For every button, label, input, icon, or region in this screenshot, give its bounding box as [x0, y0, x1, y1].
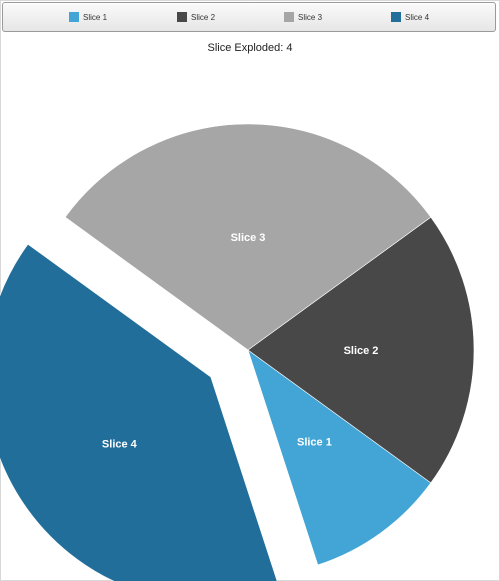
legend-swatch: [391, 12, 401, 22]
legend-swatch: [69, 12, 79, 22]
pie-slice-4[interactable]: [0, 243, 281, 581]
slice-label-2: Slice 2: [344, 345, 379, 357]
chart-subtitle: Slice Exploded: 4: [207, 42, 293, 54]
slice-label-1: Slice 1: [297, 436, 332, 448]
legend-item-slice-3[interactable]: Slice 3: [284, 12, 322, 22]
legend-label: Slice 3: [298, 12, 323, 22]
pie-slice-3[interactable]: [64, 123, 432, 351]
pie-slice-1[interactable]: [247, 349, 432, 566]
legend-item-slice-4[interactable]: Slice 4: [391, 12, 429, 22]
legend-swatch: [177, 12, 187, 22]
pie-slice-2[interactable]: [247, 216, 475, 484]
legend: Slice 1 Slice 2 Slice 3 Slice 4: [2, 2, 496, 32]
legend-label: Slice 2: [191, 12, 216, 22]
legend-label: Slice 4: [405, 12, 430, 22]
legend-item-slice-1[interactable]: Slice 1: [69, 12, 107, 22]
legend-swatch: [284, 12, 294, 22]
slice-label-3: Slice 3: [231, 232, 266, 244]
slice-label-4: Slice 4: [102, 438, 138, 450]
legend-label: Slice 1: [83, 12, 108, 22]
legend-item-slice-2[interactable]: Slice 2: [177, 12, 215, 22]
